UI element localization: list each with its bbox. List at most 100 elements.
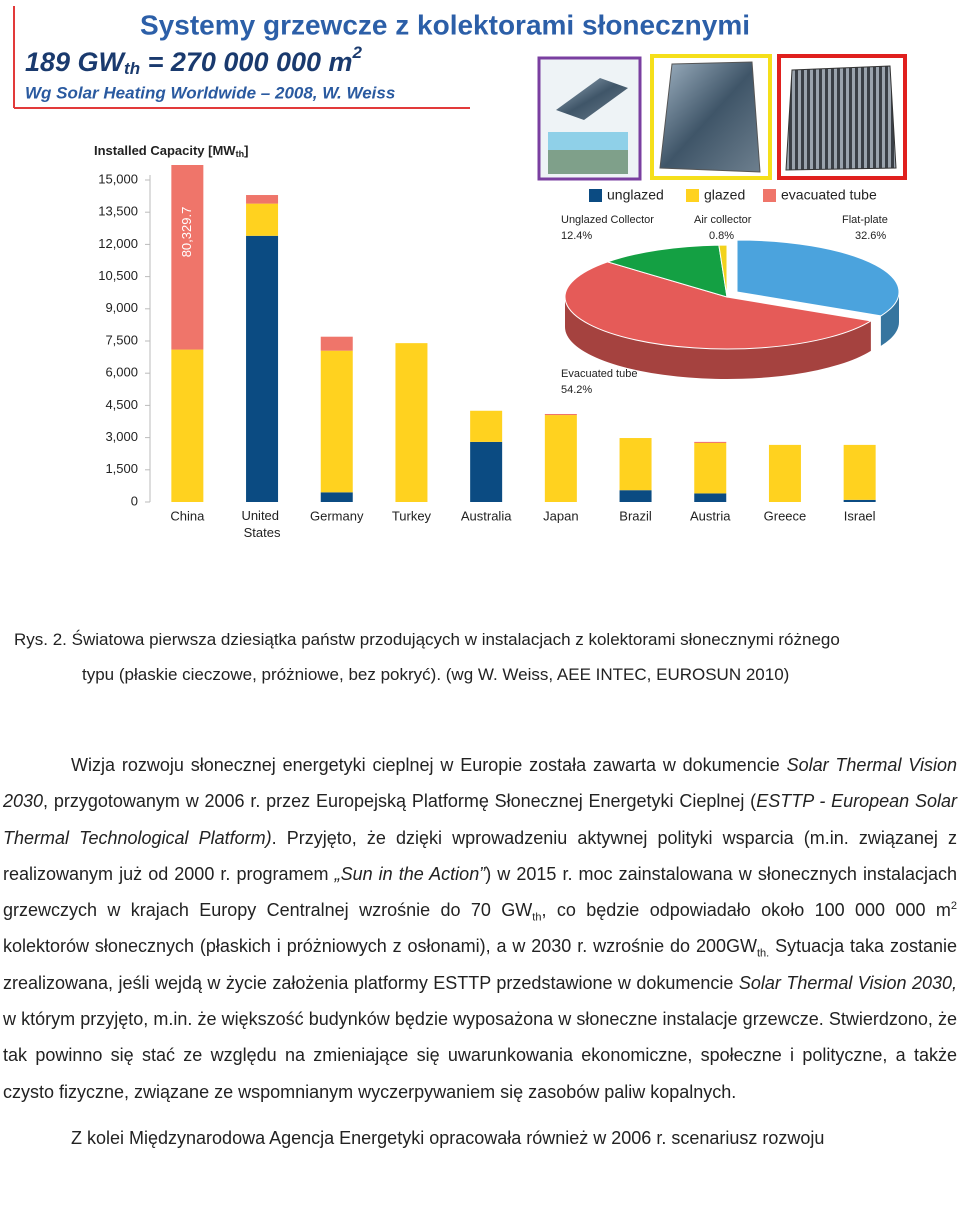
bar-segment — [246, 195, 279, 204]
paragraph: Wizja rozwoju słonecznej energetyki ciep… — [3, 747, 957, 1110]
x-tick-label: China — [170, 508, 205, 523]
bar-segment — [694, 441, 727, 443]
bar-segment — [171, 165, 204, 350]
superscript: 2 — [950, 900, 957, 913]
text-run: , co będzie odpowiadało około 100 000 00… — [541, 900, 951, 921]
pie-slice — [605, 244, 728, 298]
caption-line: typu (płaskie cieczowe, próżniowe, bez p… — [82, 665, 790, 684]
legend-swatch — [763, 189, 776, 202]
y-tick-label: 9,000 — [105, 300, 138, 315]
italic-run: ESTTP - European Solar Thermal Technolog… — [3, 791, 958, 848]
pie-slice — [564, 261, 873, 350]
bar-segment — [320, 492, 353, 502]
text-run: ) w 2015 r. moc zainstalowana w słoneczn… — [3, 863, 957, 921]
text-run: Wizja rozwoju słonecznej energetyki ciep… — [71, 755, 787, 775]
italic-run: Solar Thermal Vision 2030 — [3, 755, 957, 812]
photo — [537, 56, 642, 181]
slide-source: Wg Solar Heating Worldwide – 2008, W. We… — [25, 83, 395, 102]
pie-slice — [736, 239, 900, 317]
bar-segment — [694, 442, 727, 494]
photo — [650, 54, 772, 180]
pie-label: Unglazed Collector — [561, 214, 654, 226]
x-tick-label: Turkey — [392, 508, 432, 523]
text-run: , przygotowanym w 2006 r. przez Europejs… — [43, 791, 757, 812]
caption-line: Rys. 2. Światowa pierwsza dziesiątka pań… — [14, 630, 840, 649]
legend-swatch — [686, 189, 699, 202]
italic-run: „Sun in the Action” — [334, 863, 486, 884]
y-axis-title-part: Installed Capacity [MW — [94, 143, 236, 158]
formula-sup: 2 — [352, 43, 363, 62]
text-run: Z kolei Międzynarodowa Agencja Energetyk… — [71, 1127, 825, 1148]
y-tick-label: 15,000 — [98, 171, 138, 186]
formula-part: 189 GW — [25, 47, 127, 77]
y-tick-label: 13,500 — [98, 204, 138, 219]
slide-title: Systemy grzewcze z kolektorami słoneczny… — [140, 9, 750, 40]
x-tick-label: United States — [241, 508, 282, 540]
x-tick-label: Japan — [543, 508, 578, 523]
subscript: th — [532, 911, 542, 924]
bar-segment — [619, 490, 652, 502]
x-tick-label: Israel — [844, 508, 876, 523]
y-axis-title-sub: th — [236, 149, 245, 159]
y-tick-label: 12,000 — [98, 236, 138, 251]
pie-value-label: 32.6% — [855, 230, 886, 242]
bar-segment — [395, 343, 428, 502]
x-tick-label: Germany — [310, 508, 364, 523]
pie-label: Evacuated tube — [561, 368, 637, 380]
text-run: . Przyjęto, że dzięki wprowadzeniu aktyw… — [3, 827, 957, 884]
bar-segment — [470, 441, 503, 502]
body-text: Wizja rozwoju słonecznej energetyki ciep… — [3, 747, 957, 1156]
legend-label: glazed — [704, 187, 745, 203]
formula-part: = 270 000 000 m — [140, 47, 352, 77]
subscript: th. — [756, 948, 770, 961]
paragraph: Z kolei Międzynarodowa Agencja Energetyk… — [3, 1120, 957, 1156]
text-run: Sytuacja taka zostanie zrealizowana, jeś… — [3, 936, 957, 993]
pie-value-label: 0.8% — [709, 230, 734, 242]
y-tick-label: 3,000 — [105, 429, 138, 444]
legend-label: unglazed — [607, 187, 664, 203]
pie-label: Flat-plate — [842, 214, 888, 226]
bar-segment — [470, 410, 503, 442]
y-tick-label: 0 — [131, 493, 138, 508]
y-tick-label: 10,500 — [98, 268, 138, 283]
bar-segment — [619, 438, 652, 491]
bar-segment — [843, 444, 876, 500]
legend-label: evacuated tube — [781, 187, 877, 203]
pie-label: Air collector — [694, 214, 752, 226]
italic-run: Solar Thermal Vision 2030, — [738, 972, 957, 993]
pie-slice — [718, 244, 728, 298]
bar-segment — [320, 350, 353, 493]
bar-segment — [544, 415, 577, 502]
slide-formula: 189 GWth = 270 000 000 m2 — [25, 43, 363, 78]
bar-annotation: 80,329.7 — [179, 207, 194, 258]
photo — [777, 54, 907, 180]
bar-segment — [171, 349, 204, 502]
x-tick-label: Austria — [690, 508, 731, 523]
pie-side — [880, 292, 899, 346]
x-tick-label: Brazil — [619, 508, 652, 523]
y-axis-title: Installed Capacity [MWth] — [94, 143, 248, 159]
pie-value-label: 12.4% — [561, 230, 592, 242]
text-run: w którym przyjęto, m.in. że większość bu… — [3, 1009, 957, 1102]
bar-segment — [320, 336, 353, 351]
plot-area — [171, 165, 876, 502]
bar-segment — [768, 444, 801, 502]
figure-caption: Rys. 2. Światowa pierwsza dziesiątka pań… — [14, 622, 954, 692]
text-run: kolektorów słonecznych (płaskich i próżn… — [3, 936, 757, 957]
pie-value-label: 54.2% — [561, 384, 592, 396]
bar-segment — [544, 413, 577, 416]
bar-segment — [246, 203, 279, 236]
x-tick-label: Greece — [764, 508, 807, 523]
pie-side — [565, 297, 871, 380]
x-tick-label: Australia — [461, 508, 512, 523]
bar-segment — [246, 235, 279, 502]
legend-swatch — [589, 189, 602, 202]
bar-segment — [694, 493, 727, 502]
bar-segment — [843, 499, 876, 502]
y-tick-label: 7,500 — [105, 332, 138, 347]
y-tick-label: 4,500 — [105, 397, 138, 412]
y-tick-label: 6,000 — [105, 365, 138, 380]
figure: Systemy grzewcze z kolektorami słoneczny… — [13, 6, 907, 540]
y-axis-title-part: ] — [244, 143, 248, 158]
